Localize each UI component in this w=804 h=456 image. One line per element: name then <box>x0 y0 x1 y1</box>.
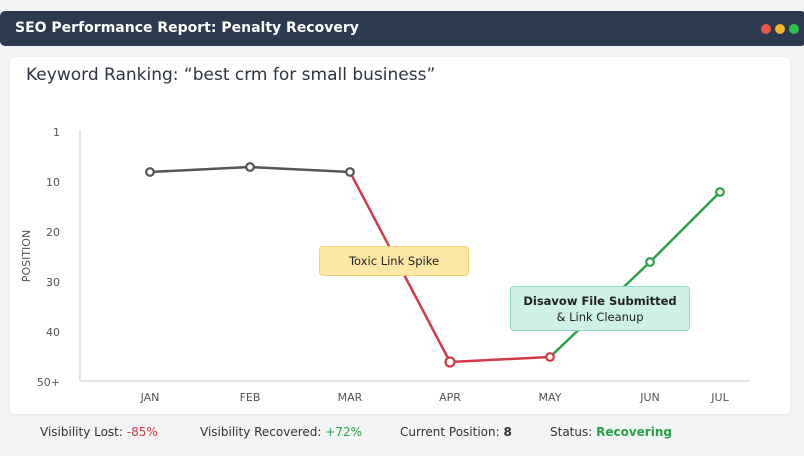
x-tick-label: APR <box>439 391 461 404</box>
stat-label: Status: <box>550 425 593 439</box>
data-point-jun[interactable] <box>645 257 655 267</box>
annotation-text: Toxic Link Spike <box>348 254 440 268</box>
x-tick-label: JUL <box>710 391 729 404</box>
y-tick-label: 40 <box>46 326 60 339</box>
data-point-may[interactable] <box>545 352 555 362</box>
data-point-feb[interactable] <box>245 162 255 172</box>
chart-card: Keyword Ranking: “best crm for small bus… <box>10 57 790 414</box>
stat-label: Visibility Lost: <box>40 425 123 439</box>
line-segment <box>249 165 351 174</box>
line-segment <box>149 165 251 174</box>
chart-title: Keyword Ranking: “best crm for small bus… <box>26 65 436 85</box>
x-tick-label: MAR <box>338 391 363 404</box>
close-icon[interactable] <box>761 24 771 34</box>
window-title: SEO Performance Report: Penalty Recovery <box>15 20 359 36</box>
y-tick-label: 1 <box>53 126 60 139</box>
stat-current-position: Current Position: 8 <box>400 425 512 439</box>
stat-status: Status: Recovering <box>550 425 672 439</box>
line-segment <box>649 191 721 263</box>
title-bar: SEO Performance Report: Penalty Recovery <box>0 11 804 46</box>
stat-value: +72% <box>325 425 362 439</box>
maximize-icon[interactable] <box>789 24 799 34</box>
y-tick-label: 20 <box>46 226 60 239</box>
data-point-apr[interactable] <box>444 356 456 368</box>
y-tick-label: 50+ <box>37 376 60 389</box>
x-tick-label: FEB <box>240 391 261 404</box>
stat-visibility-recovered: Visibility Recovered: +72% <box>200 425 362 439</box>
stat-value: 8 <box>503 425 512 439</box>
data-point-jul[interactable] <box>715 187 725 197</box>
annotation-subtext: & Link Cleanup <box>556 310 644 324</box>
annotation-toxic-link-spike: Toxic Link Spike <box>319 246 469 276</box>
y-axis-label: POSITION <box>20 230 33 282</box>
y-tick-label: 10 <box>46 176 60 189</box>
stat-visibility-lost: Visibility Lost: -85% <box>40 425 158 439</box>
x-tick-label: JUN <box>639 391 660 404</box>
stat-value: Recovering <box>596 425 672 439</box>
stat-label: Visibility Recovered: <box>200 425 322 439</box>
stat-value: -85% <box>126 425 158 439</box>
annotation-text: Disavow File Submitted <box>523 294 677 308</box>
y-tick-label: 30 <box>46 276 60 289</box>
x-tick-label: MAY <box>539 391 562 404</box>
x-tick-label: JAN <box>140 391 160 404</box>
minimize-icon[interactable] <box>775 24 785 34</box>
data-point-jan[interactable] <box>145 167 155 177</box>
annotation-disavow: Disavow File Submitted & Link Cleanup <box>510 286 690 331</box>
line-segment <box>449 355 551 364</box>
stat-label: Current Position: <box>400 425 500 439</box>
data-point-mar[interactable] <box>345 167 355 177</box>
